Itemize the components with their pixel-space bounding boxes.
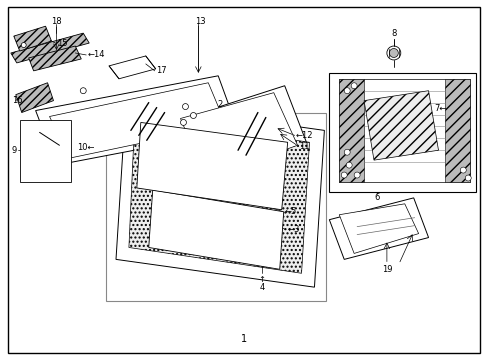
Circle shape (344, 88, 349, 94)
Circle shape (386, 46, 400, 60)
Polygon shape (36, 76, 238, 165)
Text: 13: 13 (195, 17, 205, 26)
Polygon shape (170, 86, 309, 185)
Circle shape (21, 42, 26, 48)
Polygon shape (339, 79, 364, 182)
Text: ←12: ←12 (295, 131, 312, 140)
Polygon shape (49, 83, 225, 158)
Polygon shape (180, 93, 297, 178)
Polygon shape (328, 198, 427, 260)
Text: 6: 6 (373, 193, 379, 202)
Text: 9: 9 (12, 146, 17, 155)
Polygon shape (16, 83, 53, 113)
Text: 15: 15 (57, 39, 68, 48)
Polygon shape (11, 33, 89, 63)
Text: 1: 1 (241, 334, 246, 344)
Text: ←14: ←14 (87, 50, 104, 59)
Circle shape (350, 83, 356, 89)
Circle shape (464, 175, 470, 181)
Text: 17: 17 (155, 66, 166, 75)
Polygon shape (29, 46, 81, 71)
Polygon shape (129, 117, 309, 273)
Polygon shape (364, 91, 438, 160)
Circle shape (353, 172, 359, 178)
Text: ←5: ←5 (284, 207, 296, 216)
Text: ↑: ↑ (258, 275, 265, 284)
Circle shape (180, 120, 186, 125)
Circle shape (80, 88, 86, 94)
Polygon shape (148, 190, 283, 269)
Circle shape (341, 172, 346, 178)
Polygon shape (109, 56, 155, 79)
Polygon shape (339, 204, 418, 253)
Bar (106, 113, 325, 301)
Polygon shape (116, 103, 324, 287)
Text: 11: 11 (299, 142, 309, 151)
Text: 19: 19 (381, 265, 391, 274)
Circle shape (182, 104, 188, 109)
Polygon shape (445, 79, 469, 182)
Polygon shape (137, 122, 287, 210)
Text: 16: 16 (12, 96, 22, 105)
Text: 2: 2 (217, 100, 223, 109)
Polygon shape (339, 79, 469, 182)
Text: 8: 8 (390, 29, 396, 38)
Bar (20, 121, 71, 182)
Polygon shape (14, 26, 51, 51)
Text: 18: 18 (51, 17, 61, 26)
Text: 7←: 7← (433, 104, 446, 113)
Circle shape (190, 113, 196, 118)
Circle shape (346, 162, 351, 168)
Text: 4: 4 (259, 283, 264, 292)
Circle shape (388, 49, 398, 58)
Text: ←3: ←3 (287, 225, 300, 234)
Circle shape (344, 149, 349, 155)
Text: 10←: 10← (77, 143, 95, 152)
Bar (328, 73, 475, 192)
Circle shape (459, 167, 466, 173)
